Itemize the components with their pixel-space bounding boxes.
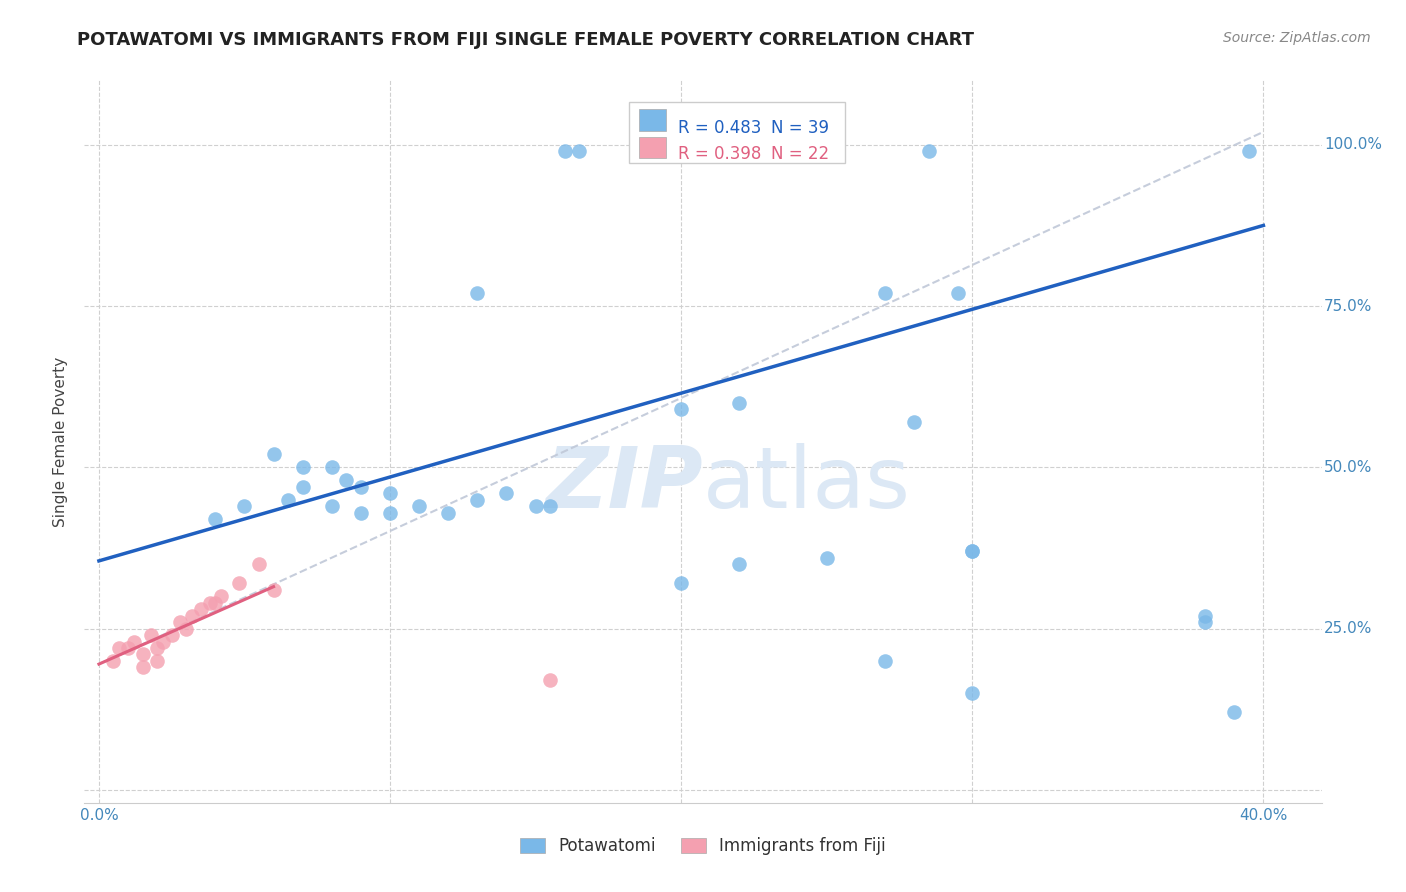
Point (141, 628, 163, 642)
Point (1237, 145, 1260, 159)
Point (181, 608, 204, 623)
Point (277, 492, 299, 507)
Point (554, 145, 576, 159)
Point (1223, 706, 1246, 720)
FancyBboxPatch shape (638, 109, 666, 131)
Point (169, 615, 191, 630)
Point (233, 499, 256, 513)
Point (204, 512, 226, 526)
Point (962, 544, 984, 558)
Point (204, 596, 226, 610)
Point (152, 634, 174, 648)
Text: 50.0%: 50.0% (1324, 460, 1372, 475)
Point (160, 628, 183, 642)
Text: POTAWATOMI VS IMMIGRANTS FROM FIJI SINGLE FEMALE POVERTY CORRELATION CHART: POTAWATOMI VS IMMIGRANTS FROM FIJI SINGL… (77, 31, 974, 49)
Point (146, 654, 169, 668)
Point (321, 460, 343, 475)
Point (146, 640, 169, 655)
Point (263, 447, 285, 461)
Point (198, 596, 221, 610)
Text: Source: ZipAtlas.com: Source: ZipAtlas.com (1223, 31, 1371, 45)
Text: 25.0%: 25.0% (1324, 621, 1372, 636)
Point (1194, 608, 1216, 623)
Point (335, 473, 357, 487)
FancyBboxPatch shape (628, 102, 845, 163)
Text: ZIP: ZIP (546, 443, 703, 526)
Point (917, 145, 939, 159)
Point (728, 396, 751, 410)
Point (321, 499, 343, 513)
Point (467, 286, 489, 301)
Point (437, 506, 460, 520)
Y-axis label: Single Female Poverty: Single Female Poverty (53, 357, 69, 526)
Point (263, 582, 285, 597)
Point (350, 506, 373, 520)
Point (122, 634, 145, 648)
Text: N = 22: N = 22 (770, 145, 830, 163)
Text: N = 39: N = 39 (770, 120, 830, 137)
Point (728, 557, 751, 571)
Point (291, 460, 314, 475)
Point (1194, 615, 1216, 630)
Point (131, 660, 153, 674)
Point (117, 640, 139, 655)
Point (669, 576, 692, 591)
Point (131, 648, 153, 662)
Point (467, 492, 489, 507)
Point (538, 499, 561, 513)
Point (962, 544, 984, 558)
Point (247, 557, 270, 571)
Point (568, 145, 591, 159)
Point (946, 286, 969, 301)
Text: R = 0.483: R = 0.483 (678, 120, 762, 137)
Legend: Potawatomi, Immigrants from Fiji: Potawatomi, Immigrants from Fiji (512, 829, 894, 863)
Point (873, 654, 896, 668)
Text: atlas: atlas (703, 443, 911, 526)
Point (190, 602, 212, 616)
Point (108, 640, 131, 655)
Point (903, 415, 925, 429)
Point (815, 550, 838, 565)
Point (669, 402, 692, 417)
Text: 75.0%: 75.0% (1324, 299, 1372, 314)
Point (378, 506, 401, 520)
Point (228, 576, 250, 591)
Point (291, 480, 314, 494)
Point (209, 590, 232, 604)
Text: 100.0%: 100.0% (1324, 137, 1382, 153)
Text: R = 0.398: R = 0.398 (678, 145, 762, 163)
Point (524, 499, 547, 513)
Point (174, 622, 197, 636)
Point (538, 673, 561, 688)
Point (408, 499, 430, 513)
Point (962, 686, 984, 700)
Point (873, 286, 896, 301)
Point (350, 480, 373, 494)
Point (378, 486, 401, 500)
Point (103, 654, 125, 668)
FancyBboxPatch shape (638, 136, 666, 158)
Point (495, 486, 517, 500)
